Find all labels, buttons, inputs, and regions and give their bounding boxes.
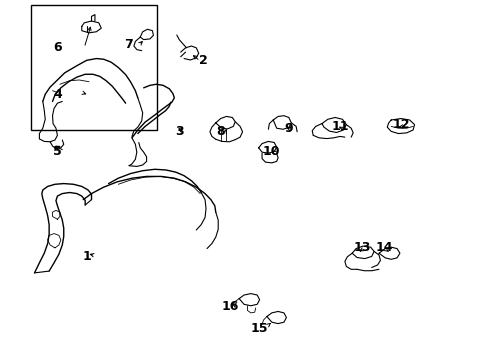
Text: 11: 11 (331, 120, 349, 133)
Text: 12: 12 (392, 118, 410, 131)
Bar (30, 5, 157, 130)
Text: 16: 16 (221, 300, 239, 313)
Text: 3: 3 (175, 125, 184, 138)
Text: 13: 13 (353, 241, 370, 255)
Text: 1: 1 (82, 250, 91, 263)
Text: 14: 14 (375, 241, 392, 255)
Text: 5: 5 (53, 145, 62, 158)
Text: 7: 7 (123, 38, 132, 51)
Text: 8: 8 (216, 125, 225, 138)
Text: 10: 10 (263, 145, 281, 158)
Text: 2: 2 (199, 54, 208, 67)
Text: 4: 4 (53, 88, 62, 101)
Text: 6: 6 (53, 41, 62, 54)
Text: 9: 9 (285, 122, 293, 135)
Text: 15: 15 (251, 322, 269, 335)
